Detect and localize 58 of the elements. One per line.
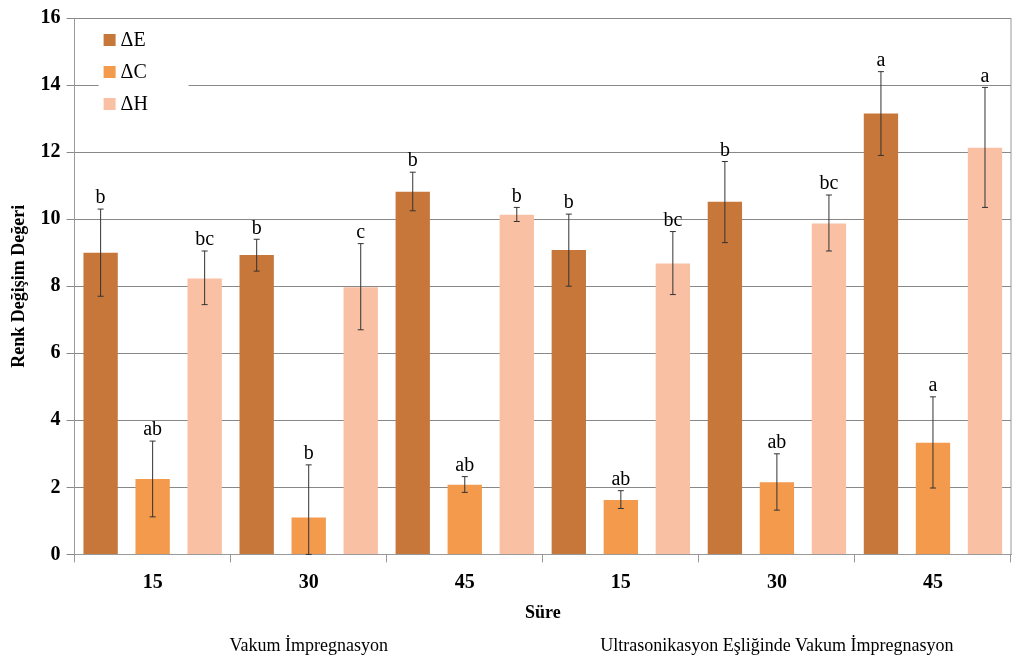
bar — [447, 484, 482, 554]
y-tick-label: 14 — [40, 72, 61, 95]
x-tick-label: 30 — [766, 569, 787, 592]
data-label: ab — [767, 430, 787, 453]
bar — [343, 287, 378, 554]
y-tick-label: 12 — [40, 139, 61, 162]
data-label: a — [980, 63, 990, 86]
y-tick-label: 2 — [50, 474, 61, 497]
bar — [863, 113, 899, 554]
bar — [551, 249, 586, 554]
data-label: b — [407, 148, 418, 171]
bar — [915, 442, 951, 554]
bar — [655, 263, 691, 554]
data-label: b — [95, 185, 106, 208]
data-label: ab — [143, 417, 163, 440]
data-label: ab — [611, 466, 631, 489]
data-label: b — [251, 215, 262, 238]
data-label: b — [511, 183, 522, 206]
x-tick-label: 15 — [142, 569, 163, 592]
bar — [603, 500, 638, 554]
y-tick-label: 4 — [50, 407, 61, 430]
text: Vakum İmpregnasyon — [229, 634, 388, 655]
bar — [291, 517, 326, 554]
y-tick-label: 10 — [40, 206, 61, 229]
legend-label: ΔE — [120, 28, 146, 51]
data-label: a — [928, 373, 938, 396]
data-label: a — [876, 47, 886, 70]
bar — [811, 223, 847, 554]
x-tick-label: 45 — [922, 569, 943, 592]
x-tick-label: 45 — [454, 569, 475, 592]
bar — [187, 278, 222, 554]
y-axis-title: Renk Değişim Değeri — [8, 204, 29, 368]
data-label: b — [719, 137, 730, 160]
legend-label: ΔC — [120, 60, 147, 83]
legend-label: ΔH — [120, 92, 148, 115]
bar — [135, 478, 170, 554]
y-tick-label: 8 — [50, 273, 61, 296]
data-label: b — [303, 441, 314, 464]
bar — [707, 201, 743, 554]
x-tick-label: 15 — [610, 569, 631, 592]
bar — [239, 255, 274, 554]
bar — [83, 252, 118, 554]
x-axis-title: Süre — [524, 601, 561, 622]
y-tick-label: 6 — [50, 340, 61, 363]
bar — [967, 147, 1003, 554]
data-label: bc — [819, 171, 839, 194]
bar — [499, 214, 534, 554]
y-tick-label: 0 — [50, 541, 61, 564]
data-label: ab — [455, 452, 475, 475]
bar — [759, 482, 795, 554]
text: Ultrasonikasyon Eşliğinde Vakum İmpregnasyon — [600, 634, 954, 655]
data-label: c — [356, 219, 366, 242]
bar — [395, 191, 430, 554]
x-tick-label: 30 — [298, 569, 319, 592]
data-label: bc — [663, 207, 683, 230]
data-label: b — [563, 190, 574, 213]
data-label: bc — [195, 227, 215, 250]
y-tick-label: 16 — [40, 5, 61, 28]
